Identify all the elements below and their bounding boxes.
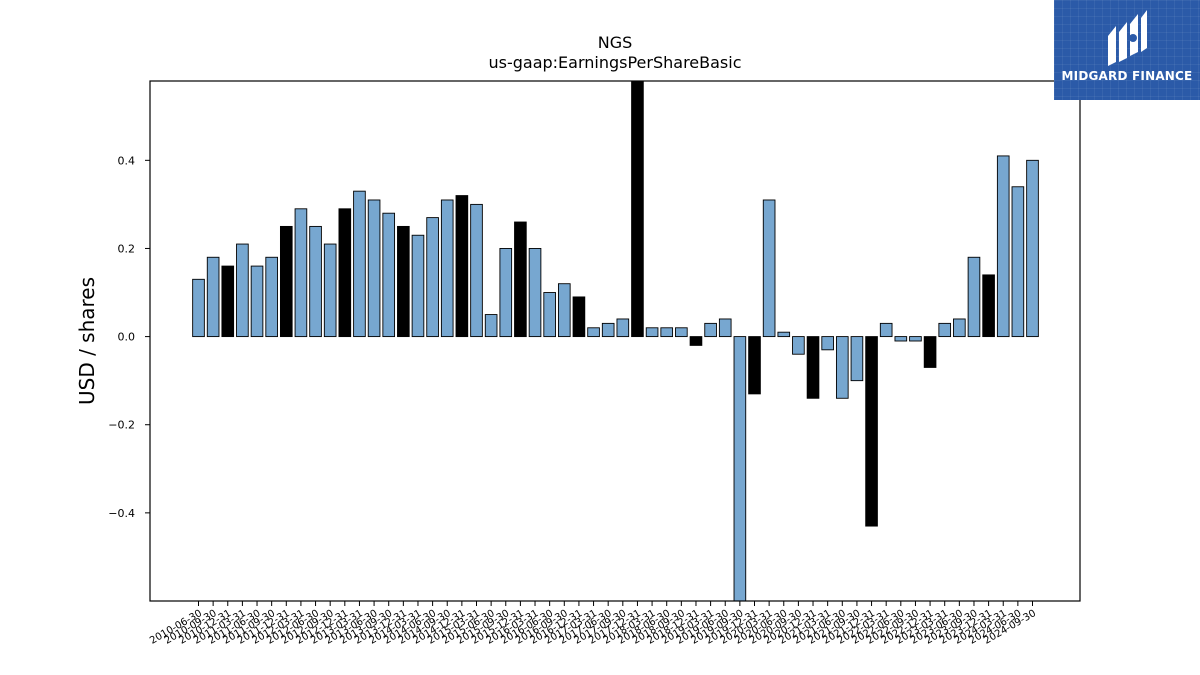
y-tick-label: 0.4 <box>118 154 136 167</box>
bar-2017-12-31 <box>631 80 644 338</box>
bar-2012-06-30 <box>309 225 322 338</box>
bar-2022-03-31 <box>879 322 893 338</box>
chart-subtitle: us-gaap:EarningsPerShareBasic <box>488 53 741 72</box>
y-axis-label: USD / shares <box>75 277 99 405</box>
bar-2024-06-30 <box>1011 186 1025 338</box>
bar-2010-09-30 <box>206 256 220 338</box>
bar-2024-03-31 <box>996 155 1010 338</box>
bar-2015-06-30 <box>484 314 498 338</box>
bar-2014-12-31 <box>455 195 469 338</box>
y-tick-label: −0.4 <box>108 507 135 520</box>
bar-2016-06-30 <box>543 292 556 338</box>
bar-2020-09-30 <box>792 336 805 355</box>
bar-2019-03-31 <box>704 322 717 338</box>
bar-2023-09-30 <box>967 256 981 338</box>
bar-2014-09-30 <box>440 199 454 338</box>
bar-2012-12-31 <box>338 208 352 338</box>
bar-2012-03-31 <box>294 208 308 338</box>
bar-2020-06-30 <box>777 331 791 338</box>
bar-2023-06-30 <box>953 318 966 338</box>
bar-2017-06-30 <box>601 322 615 338</box>
brand-name: MIDGARD FINANCE <box>1061 69 1193 83</box>
bar-2013-12-31 <box>397 225 410 338</box>
bar-2022-06-30 <box>894 336 908 342</box>
bar-2012-09-30 <box>323 243 337 338</box>
bar-2017-03-31 <box>587 327 600 338</box>
y-axis-ticks: −0.4 −0.2 0.0 0.2 0.4 <box>108 154 150 520</box>
bar-2011-09-30 <box>265 256 278 338</box>
bar-2020-03-31 <box>762 199 776 338</box>
bar-2024-09-30 <box>1026 159 1039 338</box>
midgard-monogram-icon <box>1108 10 1147 66</box>
bar-2021-09-30 <box>850 336 864 382</box>
bar-2021-03-31 <box>821 336 834 351</box>
bar-2019-06-30 <box>718 318 732 338</box>
bar-2018-09-30 <box>675 327 688 338</box>
bar-2018-03-31 <box>645 327 659 338</box>
bar-2014-06-30 <box>426 217 439 338</box>
y-tick-label: 0.0 <box>118 331 136 344</box>
bar-2019-12-31 <box>748 336 761 395</box>
chart-title: NGS <box>598 33 633 52</box>
bar-2023-12-31 <box>982 274 995 338</box>
midgard-finance-logo: MIDGARD FINANCE <box>1054 0 1200 100</box>
bar-2022-09-30 <box>909 336 922 342</box>
bar-2019-09-30 <box>733 336 747 602</box>
bar-2021-06-30 <box>835 336 849 399</box>
bar-2011-12-31 <box>279 225 293 338</box>
bar-2015-03-31 <box>470 203 483 338</box>
y-tick-label: 0.2 <box>118 242 136 255</box>
bar-2020-12-31 <box>806 336 820 399</box>
bar-2011-03-31 <box>236 243 249 338</box>
bar-2022-12-31 <box>923 336 937 368</box>
x-axis-ticks: 2010-06-302010-09-302010-12-312011-03-31… <box>148 601 1038 647</box>
bar-2010-06-30 <box>192 278 205 338</box>
bar-2015-09-30 <box>499 248 513 338</box>
bar-2013-09-30 <box>382 212 396 338</box>
bar-2018-06-30 <box>660 327 674 338</box>
plot-frame <box>149 80 1081 602</box>
bar-2018-12-31 <box>689 336 703 346</box>
bar-2013-06-30 <box>367 199 381 338</box>
bars-layer <box>192 80 1039 602</box>
bar-2017-09-30 <box>616 318 630 338</box>
bar-2014-03-31 <box>411 234 425 338</box>
bar-2015-12-31 <box>514 221 527 338</box>
bar-2016-12-31 <box>572 296 586 338</box>
bar-2023-03-31 <box>938 322 952 338</box>
bar-2013-03-31 <box>353 190 366 338</box>
y-tick-label: −0.2 <box>108 419 135 432</box>
bar-2016-09-30 <box>557 283 571 338</box>
bar-2010-12-31 <box>221 265 235 338</box>
bar-2011-06-30 <box>250 265 264 338</box>
bar-2016-03-31 <box>528 248 542 338</box>
bar-2021-12-31 <box>865 336 878 527</box>
